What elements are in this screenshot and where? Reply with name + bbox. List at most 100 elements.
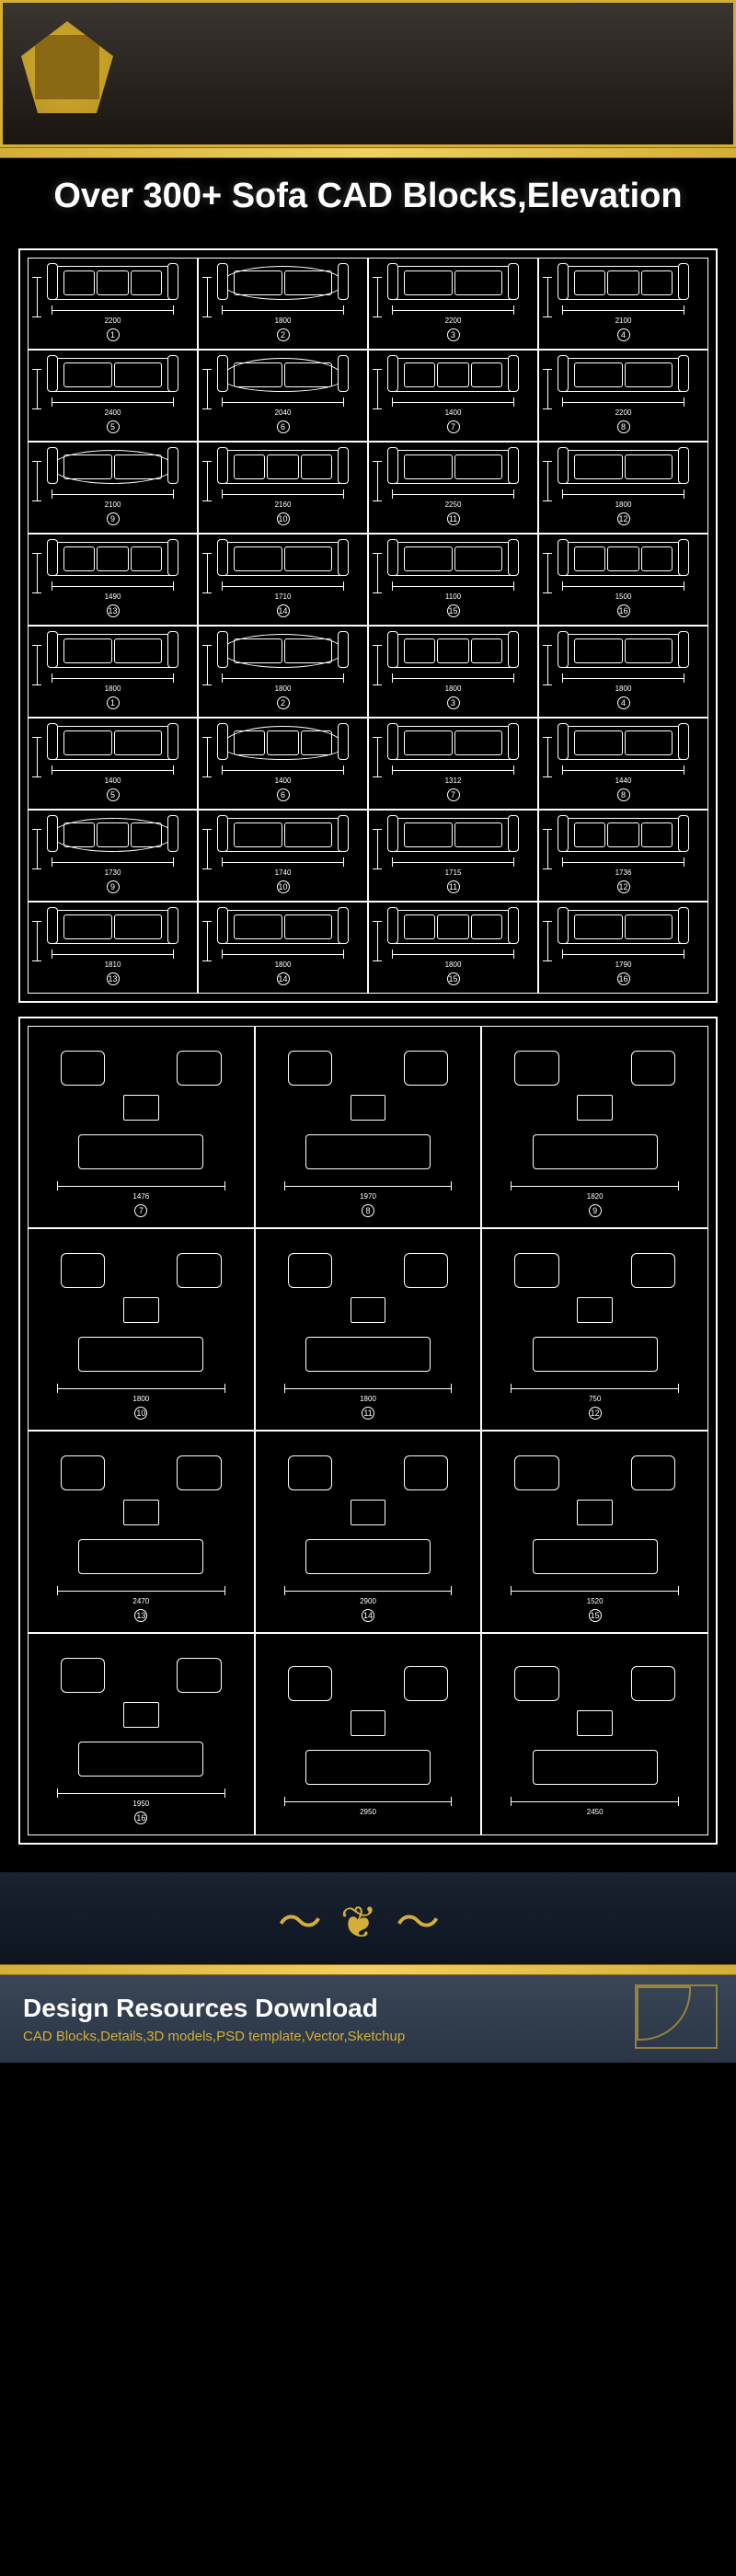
cad-cell: 1800 3 <box>368 626 538 718</box>
cad-sheet-1: 2200 1 1800 2 2200 3 2100 4 2400 5 <box>18 248 718 1003</box>
cad-plan-cell: 1950 16 <box>28 1633 255 1835</box>
furniture-plan-icon <box>279 1652 457 1792</box>
sofa-elevation-icon <box>562 910 685 944</box>
dim-horizontal <box>222 397 345 407</box>
furniture-plan-icon <box>279 1037 457 1177</box>
cad-plan-cell: 1520 15 <box>481 1431 708 1633</box>
block-number: 16 <box>134 1811 147 1824</box>
sofa-elevation-icon <box>392 818 515 852</box>
cad-cell: 1400 7 <box>368 350 538 442</box>
footer-ornament-bar: 〜❦〜 <box>0 1872 736 1964</box>
block-number: 10 <box>134 1407 147 1420</box>
dim-width-label: 1476 <box>132 1192 149 1201</box>
footer-title: Design Resources Download <box>23 1994 713 2023</box>
cad-cell: 1490 13 <box>28 534 198 626</box>
block-number: 8 <box>617 420 630 433</box>
dim-width-label: 1800 <box>615 500 632 509</box>
block-number: 15 <box>447 972 460 985</box>
cad-cell: 2200 3 <box>368 258 538 350</box>
dim-width-label: 1800 <box>445 960 462 969</box>
sofa-elevation-icon <box>562 542 685 576</box>
golden-spiral-icon <box>635 1984 718 2049</box>
cad-cell: 1800 2 <box>198 258 368 350</box>
dim-width-label: 2950 <box>360 1808 376 1816</box>
cad-cell: 2200 8 <box>538 350 708 442</box>
furniture-plan-icon <box>52 1037 230 1177</box>
dim-horizontal <box>57 1181 225 1190</box>
sofa-elevation-icon <box>52 634 175 668</box>
dim-horizontal <box>562 397 685 407</box>
sofa-elevation-icon <box>222 358 345 392</box>
cad-cell: 1790 16 <box>538 902 708 994</box>
cad-cell: 1810 13 <box>28 902 198 994</box>
dim-horizontal <box>52 949 175 959</box>
dim-horizontal <box>511 1797 679 1806</box>
dim-vertical <box>202 645 212 685</box>
block-number: 14 <box>277 604 290 617</box>
dim-width-label: 1312 <box>445 776 462 785</box>
dim-horizontal <box>284 1586 453 1595</box>
dim-width-label: 2200 <box>615 408 632 417</box>
block-number: 6 <box>277 420 290 433</box>
dim-width-label: 1400 <box>445 408 462 417</box>
block-number: 7 <box>134 1204 147 1217</box>
scroll-ornament: 〜❦〜 <box>278 1886 458 1950</box>
dim-width-label: 1800 <box>132 1395 149 1403</box>
dim-horizontal <box>392 673 515 683</box>
dim-width-label: 1800 <box>275 684 292 693</box>
dim-vertical <box>202 737 212 777</box>
sofa-elevation-icon <box>52 542 175 576</box>
dim-width-label: 2100 <box>105 500 121 509</box>
dim-vertical <box>32 829 41 869</box>
block-number: 7 <box>447 420 460 433</box>
dim-vertical <box>543 921 552 961</box>
sofa-elevation-icon <box>392 910 515 944</box>
sofa-elevation-icon <box>222 266 345 300</box>
cad-plan-cell: 2900 14 <box>255 1431 482 1633</box>
dim-width-label: 1800 <box>105 684 121 693</box>
block-number: 7 <box>447 788 460 801</box>
dim-width-label: 1810 <box>105 960 121 969</box>
dim-vertical <box>373 829 382 869</box>
block-number: 8 <box>362 1204 374 1217</box>
dim-vertical <box>202 369 212 409</box>
block-number: 5 <box>107 420 120 433</box>
sofa-elevation-icon <box>222 818 345 852</box>
dim-width-label: 1440 <box>615 776 632 785</box>
dim-vertical <box>373 553 382 593</box>
dim-vertical <box>373 921 382 961</box>
sofa-elevation-icon <box>52 450 175 484</box>
dim-horizontal <box>52 305 175 315</box>
cad-cell: 2040 6 <box>198 350 368 442</box>
dim-horizontal <box>222 305 345 315</box>
block-number: 8 <box>617 788 630 801</box>
dim-horizontal <box>284 1384 453 1393</box>
cad-cell: 1800 12 <box>538 442 708 534</box>
dim-width-label: 1740 <box>275 868 292 877</box>
cad-cell: 2200 1 <box>28 258 198 350</box>
sofa-elevation-icon <box>392 634 515 668</box>
dim-horizontal <box>52 397 175 407</box>
page-title: Over 300+ Sofa CAD Blocks,Elevation <box>0 158 736 235</box>
sofa-elevation-icon <box>52 818 175 852</box>
dim-vertical <box>202 921 212 961</box>
dim-width-label: 1800 <box>615 684 632 693</box>
dim-width-label: 2040 <box>275 408 292 417</box>
furniture-plan-icon <box>52 1644 230 1784</box>
cad-cell: 1740 10 <box>198 810 368 902</box>
dim-horizontal <box>57 1788 225 1798</box>
furniture-plan-icon <box>505 1652 684 1792</box>
sofa-elevation-icon <box>562 266 685 300</box>
block-number: 2 <box>277 696 290 709</box>
cad-cell: 1400 6 <box>198 718 368 810</box>
block-number: 11 <box>447 880 460 893</box>
furniture-plan-icon <box>279 1442 457 1581</box>
dim-width-label: 1800 <box>275 316 292 325</box>
dim-horizontal <box>392 305 515 315</box>
dim-vertical <box>202 277 212 317</box>
dim-horizontal <box>392 857 515 867</box>
dim-vertical <box>373 737 382 777</box>
dim-vertical <box>32 921 41 961</box>
dim-horizontal <box>562 305 685 315</box>
dim-vertical <box>543 553 552 593</box>
